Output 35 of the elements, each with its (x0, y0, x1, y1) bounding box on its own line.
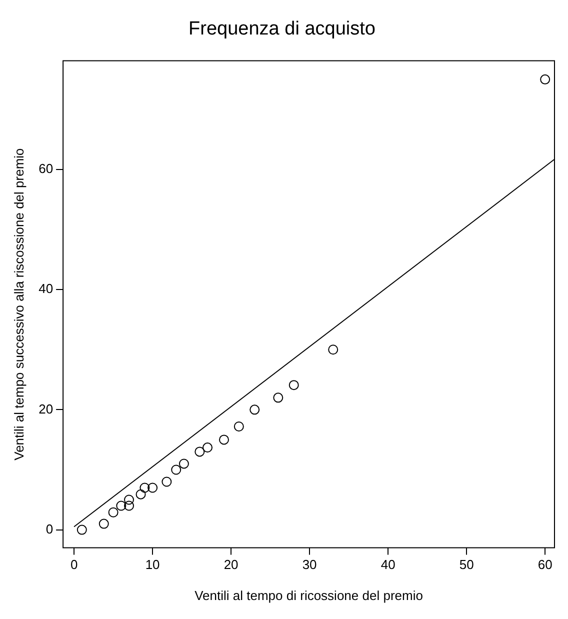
x-tick-label: 10 (145, 557, 160, 572)
point (288, 380, 299, 390)
point (76, 524, 87, 535)
point (273, 392, 284, 403)
x-tick-label: 60 (538, 557, 552, 572)
point (136, 489, 146, 500)
point (194, 446, 205, 457)
y-tick-label: 40 (38, 281, 54, 296)
point (202, 442, 213, 453)
x-tick-label: 20 (224, 557, 238, 572)
y-tick-label: 60 (38, 161, 54, 176)
point (108, 507, 118, 518)
point (171, 464, 182, 475)
point (328, 344, 338, 355)
y-tick-label: 20 (38, 401, 54, 416)
point (162, 476, 172, 487)
point (124, 500, 134, 511)
x-axis-title: Ventili al tempo di ricossione del premio (194, 588, 423, 603)
point (148, 482, 158, 493)
point (116, 500, 126, 511)
x-tick-label: 30 (302, 557, 317, 572)
y-tick-label: 0 (46, 521, 54, 536)
point (250, 404, 260, 415)
x-tick-label: 40 (380, 557, 396, 572)
point (124, 494, 134, 505)
point (234, 422, 244, 432)
x-tick-label: 50 (459, 557, 474, 572)
point (178, 458, 189, 469)
chart-title: Frequenza di acquisto (188, 18, 376, 40)
point (140, 482, 150, 493)
x-tick-label: 0 (70, 557, 78, 572)
point (98, 518, 109, 529)
y-axis-title: Ventili al tempo successivo alla riscossione del premio (11, 148, 26, 460)
point (218, 434, 229, 445)
point (540, 74, 550, 84)
